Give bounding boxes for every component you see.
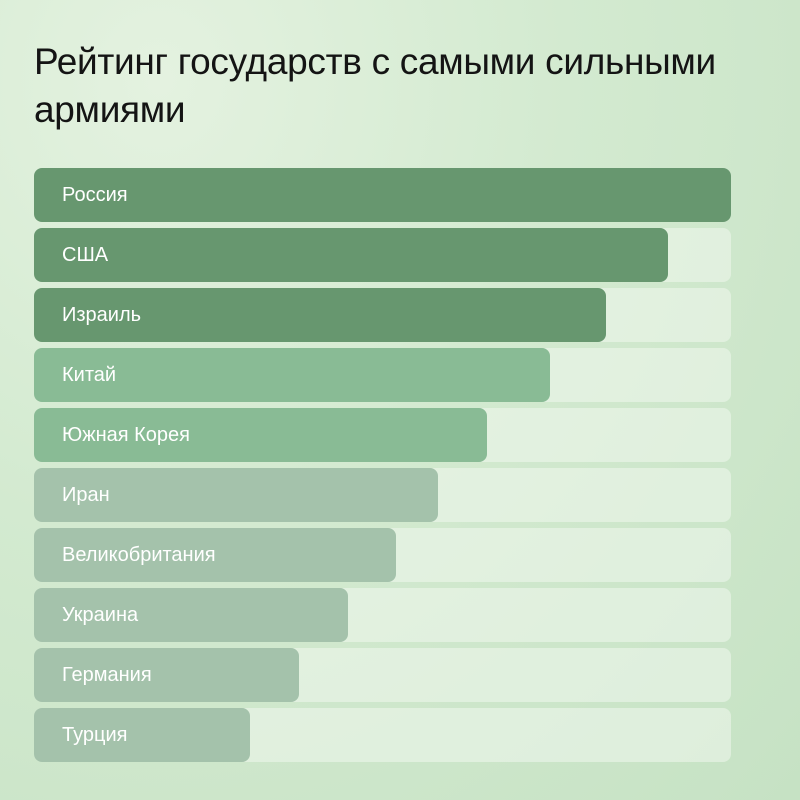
bar: Иран	[34, 468, 439, 522]
bar: США	[34, 228, 669, 282]
bar-label: Израиль	[62, 303, 142, 326]
bar-row: Китай	[34, 348, 731, 402]
bar: Россия	[34, 168, 731, 222]
bar: Германия	[34, 648, 299, 702]
bar-label: США	[62, 243, 109, 266]
bar: Китай	[34, 348, 550, 402]
bar-row: Южная Корея	[34, 408, 731, 462]
bar-row: Украина	[34, 588, 731, 642]
bar-label: Великобритания	[62, 543, 216, 566]
bar: Южная Корея	[34, 408, 488, 462]
chart-title: Рейтинг государств с самыми сильными арм…	[34, 41, 716, 130]
bar-label: Китай	[62, 363, 117, 386]
bar-label: Германия	[62, 663, 152, 686]
bar-row: США	[34, 228, 731, 282]
bar-chart: Россия США Израиль Китай Южная Корея Ира…	[34, 168, 731, 768]
bar-row: Великобритания	[34, 528, 731, 582]
bar-label: Украина	[62, 603, 139, 626]
bar-row: Иран	[34, 468, 731, 522]
bar-label: Иран	[62, 483, 110, 506]
bar-row: Германия	[34, 648, 731, 702]
bar-row: Турция	[34, 708, 731, 762]
bar-row: Россия	[34, 168, 731, 222]
bar: Турция	[34, 708, 251, 762]
bar: Израиль	[34, 288, 606, 342]
bar-label: Турция	[62, 723, 128, 746]
bar-label: Южная Корея	[62, 423, 190, 446]
bar-label: Россия	[62, 183, 128, 206]
bar-row: Израиль	[34, 288, 731, 342]
bar: Великобритания	[34, 528, 397, 582]
bar: Украина	[34, 588, 348, 642]
